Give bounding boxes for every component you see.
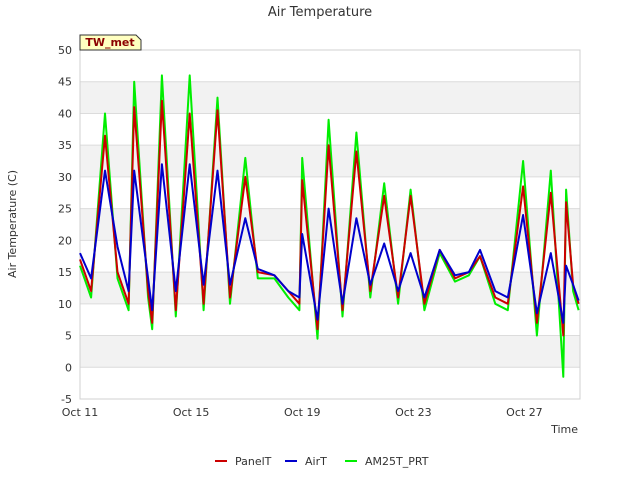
x-axis-label: Time (550, 423, 578, 436)
series-lines (79, 74, 580, 378)
station-badge-shape (79, 34, 142, 51)
legend-label: PanelT (235, 455, 272, 468)
y-axis-ticks: -5 0 5 10 15 20 25 30 35 40 45 50 (58, 44, 72, 406)
y-tick-label: 35 (58, 139, 72, 152)
grid-band (80, 303, 580, 336)
grid-band (80, 176, 580, 209)
y-tick-label: 0 (65, 361, 72, 374)
y-tick-label: 5 (65, 330, 72, 343)
x-tick-label: Oct 23 (395, 406, 432, 419)
station-badge-label: TW_met (85, 36, 134, 49)
legend-label: AirT (305, 455, 327, 468)
y-tick-label: 30 (58, 171, 72, 184)
y-tick-label: 25 (58, 203, 72, 216)
y-tick-label: 50 (58, 44, 72, 57)
x-tick-label: Oct 19 (284, 406, 321, 419)
legend-label: AM25T_PRT (365, 455, 429, 468)
x-tick-label: Oct 11 (62, 406, 99, 419)
x-axis-ticks: Oct 11 Oct 15 Oct 19 Oct 23 Oct 27 (62, 406, 543, 419)
y-tick-label: 20 (58, 234, 72, 247)
plot-area-frame (79, 49, 581, 400)
grid-band (80, 240, 580, 273)
grid-band (80, 367, 580, 399)
y-tick-label: 10 (58, 298, 72, 311)
station-badge: TW_met (79, 34, 142, 51)
y-tick-label: 15 (58, 266, 72, 279)
chart-title: Air Temperature (268, 5, 372, 20)
x-tick-label: Oct 27 (506, 406, 543, 419)
legend: PanelT AirT AM25T_PRT (215, 455, 429, 468)
grid-band (80, 81, 580, 114)
grid-band (80, 335, 580, 368)
y-tick-label: 45 (58, 76, 72, 89)
y-tick-label: 40 (58, 107, 72, 120)
y-tick-label: -5 (61, 393, 72, 406)
y-axis-label: Air Temperature (C) (6, 170, 19, 278)
grid-band (80, 50, 580, 82)
x-tick-label: Oct 15 (173, 406, 210, 419)
series-line-airt (79, 163, 580, 324)
